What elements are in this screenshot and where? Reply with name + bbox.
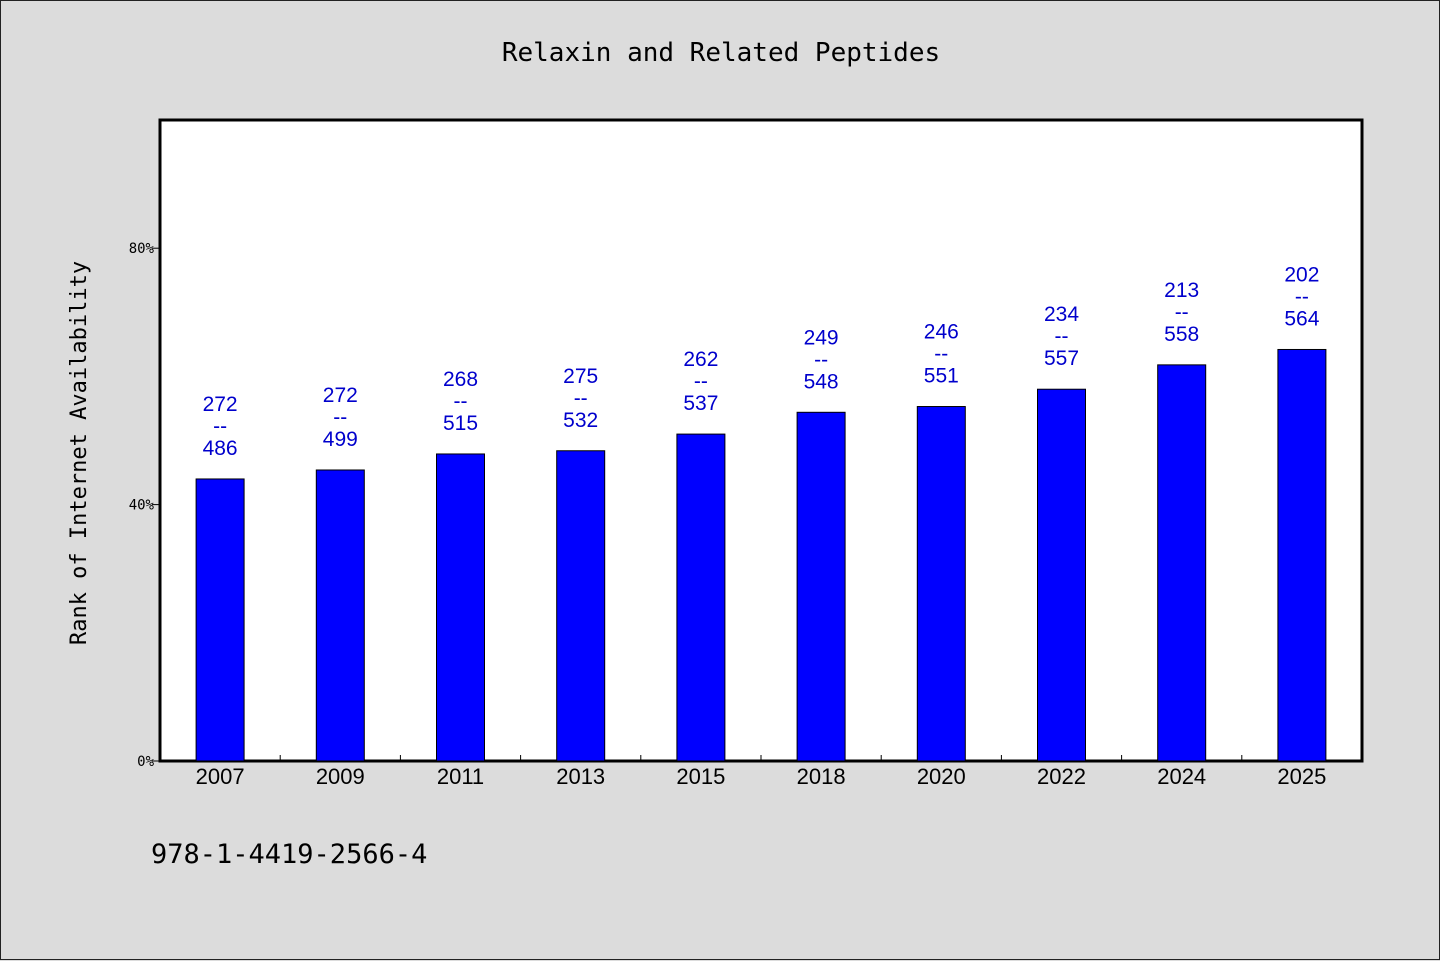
bar-label-top: 246: [924, 321, 959, 344]
bar: [676, 433, 726, 762]
bar-label-separator: --: [814, 348, 828, 371]
bar: [195, 478, 245, 762]
bar-label-bottom: 564: [1284, 307, 1319, 330]
x-axis: 2007 2009 2011 2013 2015 2018 2020 2022 2024 2025: [196, 755, 1326, 789]
bar: [315, 469, 365, 762]
bar: [436, 453, 485, 762]
chart-title: Relaxin and Related Peptides: [502, 38, 940, 68]
bar-label-separator: --: [333, 406, 347, 429]
bar-label-top: 249: [804, 326, 839, 349]
bar-label-bottom: 558: [1164, 323, 1199, 346]
bar-label-separator: --: [1295, 285, 1309, 308]
bar-label-separator: --: [694, 370, 708, 393]
x-tick-label: 2007: [196, 764, 245, 789]
bar-label-top: 275: [563, 365, 598, 388]
bar-label-top: 272: [323, 384, 358, 407]
bar: [1037, 388, 1086, 762]
bar-label-separator: --: [454, 390, 468, 413]
x-tick-label: 2018: [797, 764, 846, 789]
x-tick-label: 2015: [676, 764, 725, 789]
bar: [1277, 348, 1327, 762]
bar-label-top: 272: [203, 393, 238, 416]
bar-label-top: 213: [1164, 279, 1199, 302]
bar-label-bottom: 532: [563, 409, 598, 432]
y-axis-label: Rank of Internet Availability: [67, 261, 92, 645]
bar-label-bottom: 515: [443, 412, 478, 435]
bar: [916, 406, 966, 762]
x-tick-label: 2022: [1037, 764, 1086, 789]
bar-label-separator: --: [574, 387, 588, 410]
bars-group: [195, 348, 1327, 762]
bar-label-bottom: 551: [924, 365, 959, 388]
bar-label-separator: --: [934, 343, 948, 366]
bar-labels-group: 272--486272--499268--515275--532262--537…: [203, 263, 1320, 459]
bar-label-top: 234: [1044, 303, 1079, 326]
y-tick-label: 40%: [129, 498, 155, 514]
isbn-text: 978-1-4419-2566-4: [151, 839, 427, 870]
bar-label-bottom: 548: [804, 370, 839, 393]
bar-label-top: 268: [443, 368, 478, 391]
x-tick-label: 2011: [437, 764, 484, 789]
x-tick-label: 2020: [917, 764, 966, 789]
bar-label-separator: --: [1175, 301, 1189, 324]
bar-label-separator: --: [213, 415, 227, 438]
bar-label-bottom: 557: [1044, 347, 1079, 370]
bar-label-separator: --: [1055, 325, 1069, 348]
x-tick-label: 2009: [316, 764, 365, 789]
y-axis: 0% 40% 80%: [129, 241, 160, 770]
bar: [556, 450, 606, 762]
x-tick-label: 2013: [556, 764, 605, 789]
bar-label-top: 262: [683, 348, 718, 371]
bar-label-bottom: 499: [323, 428, 358, 451]
x-tick-label: 2025: [1277, 764, 1326, 789]
bar-label-bottom: 486: [203, 437, 238, 460]
bar-label-bottom: 537: [683, 392, 718, 415]
bar-label-top: 202: [1284, 263, 1319, 286]
x-tick-label: 2024: [1157, 764, 1206, 789]
bar: [796, 411, 846, 762]
bar: [1157, 364, 1207, 762]
y-tick-label: 0%: [137, 754, 154, 770]
y-tick-label: 80%: [129, 241, 155, 257]
